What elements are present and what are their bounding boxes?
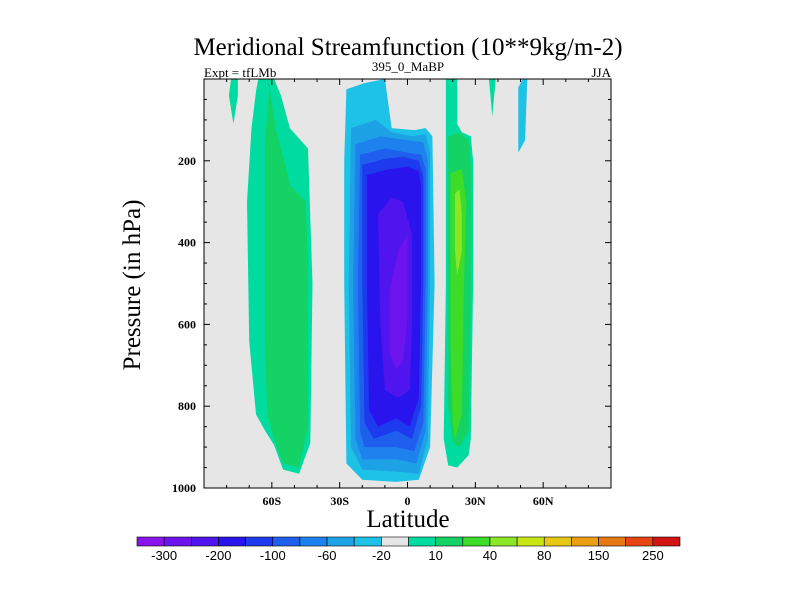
colorbar-label: -300: [151, 548, 177, 563]
colorbar-swatch: [299, 536, 328, 547]
colorbar-label: 80: [537, 548, 551, 563]
colorbar-swatch: [218, 536, 246, 547]
contour-band-15: [455, 189, 462, 276]
contour-band-0: [228, 79, 238, 124]
colorbar-swatch: [598, 536, 626, 547]
x-tick-label: 30N: [465, 494, 486, 508]
colorbar-swatch: [191, 536, 219, 547]
colorbar-swatch: [516, 536, 545, 547]
experiment-label: Expt = tfLMb: [204, 65, 276, 80]
colorbar-swatch: [326, 536, 355, 547]
plot-area: [204, 79, 611, 488]
y-axis-label: Pressure (in hPa): [119, 200, 146, 371]
colorbar-swatch: [435, 536, 464, 547]
colorbar-swatch: [163, 536, 192, 547]
colorbar-swatch: [381, 536, 409, 547]
x-tick-label: 30S: [330, 494, 349, 508]
colorbar-swatch: [136, 536, 165, 547]
colorbar-swatch: [245, 536, 274, 547]
colorbar-swatch: [543, 536, 572, 547]
colorbar-label: 250: [642, 548, 664, 563]
chart-title: Meridional Streamfunction (10**9kg/m-2): [193, 34, 622, 61]
contour-band-11: [389, 234, 408, 370]
x-tick-label: 60N: [533, 494, 554, 508]
colorbar-swatch: [462, 536, 491, 547]
colorbar-label: 40: [483, 548, 497, 563]
colorbar-label: -60: [318, 548, 337, 563]
season-label: JJA: [591, 65, 611, 80]
contour-band-14: [450, 169, 467, 439]
y-tick-label: 600: [178, 317, 196, 331]
colorbar-label: 150: [588, 548, 610, 563]
colorbar-swatch: [652, 536, 681, 547]
colorbar-swatch: [571, 536, 599, 547]
y-tick-label: 200: [178, 154, 196, 168]
colorbar-swatch: [353, 536, 382, 547]
colorbar-label: -200: [205, 548, 231, 563]
colorbar-label: -20: [372, 548, 391, 563]
colorbar-swatch: [408, 536, 436, 547]
y-tick-label: 1000: [172, 481, 196, 495]
colorbar: -300 -200 -100 -60 -20 10 40 80 150 250: [136, 536, 681, 563]
axes: 60S 30S 0 30N 60N 200 400 600 800 1000: [172, 78, 612, 508]
contour-band-18: [518, 79, 528, 153]
colorbar-swatch: [489, 536, 518, 547]
x-tick-label: 0: [405, 494, 411, 508]
contour-band-17: [486, 79, 541, 470]
x-tick-label: 60S: [262, 494, 281, 508]
colorbar-label: -100: [260, 548, 286, 563]
colorbar-swatch: [625, 536, 654, 547]
period-label: 395_0_MaBP: [372, 59, 444, 74]
colorbar-swatch: [272, 536, 301, 547]
y-tick-label: 400: [178, 236, 196, 250]
colorbar-label: 10: [428, 548, 442, 563]
x-axis-label: Latitude: [366, 506, 449, 533]
contour-band-2: [265, 87, 308, 468]
y-tick-label: 800: [178, 399, 196, 413]
